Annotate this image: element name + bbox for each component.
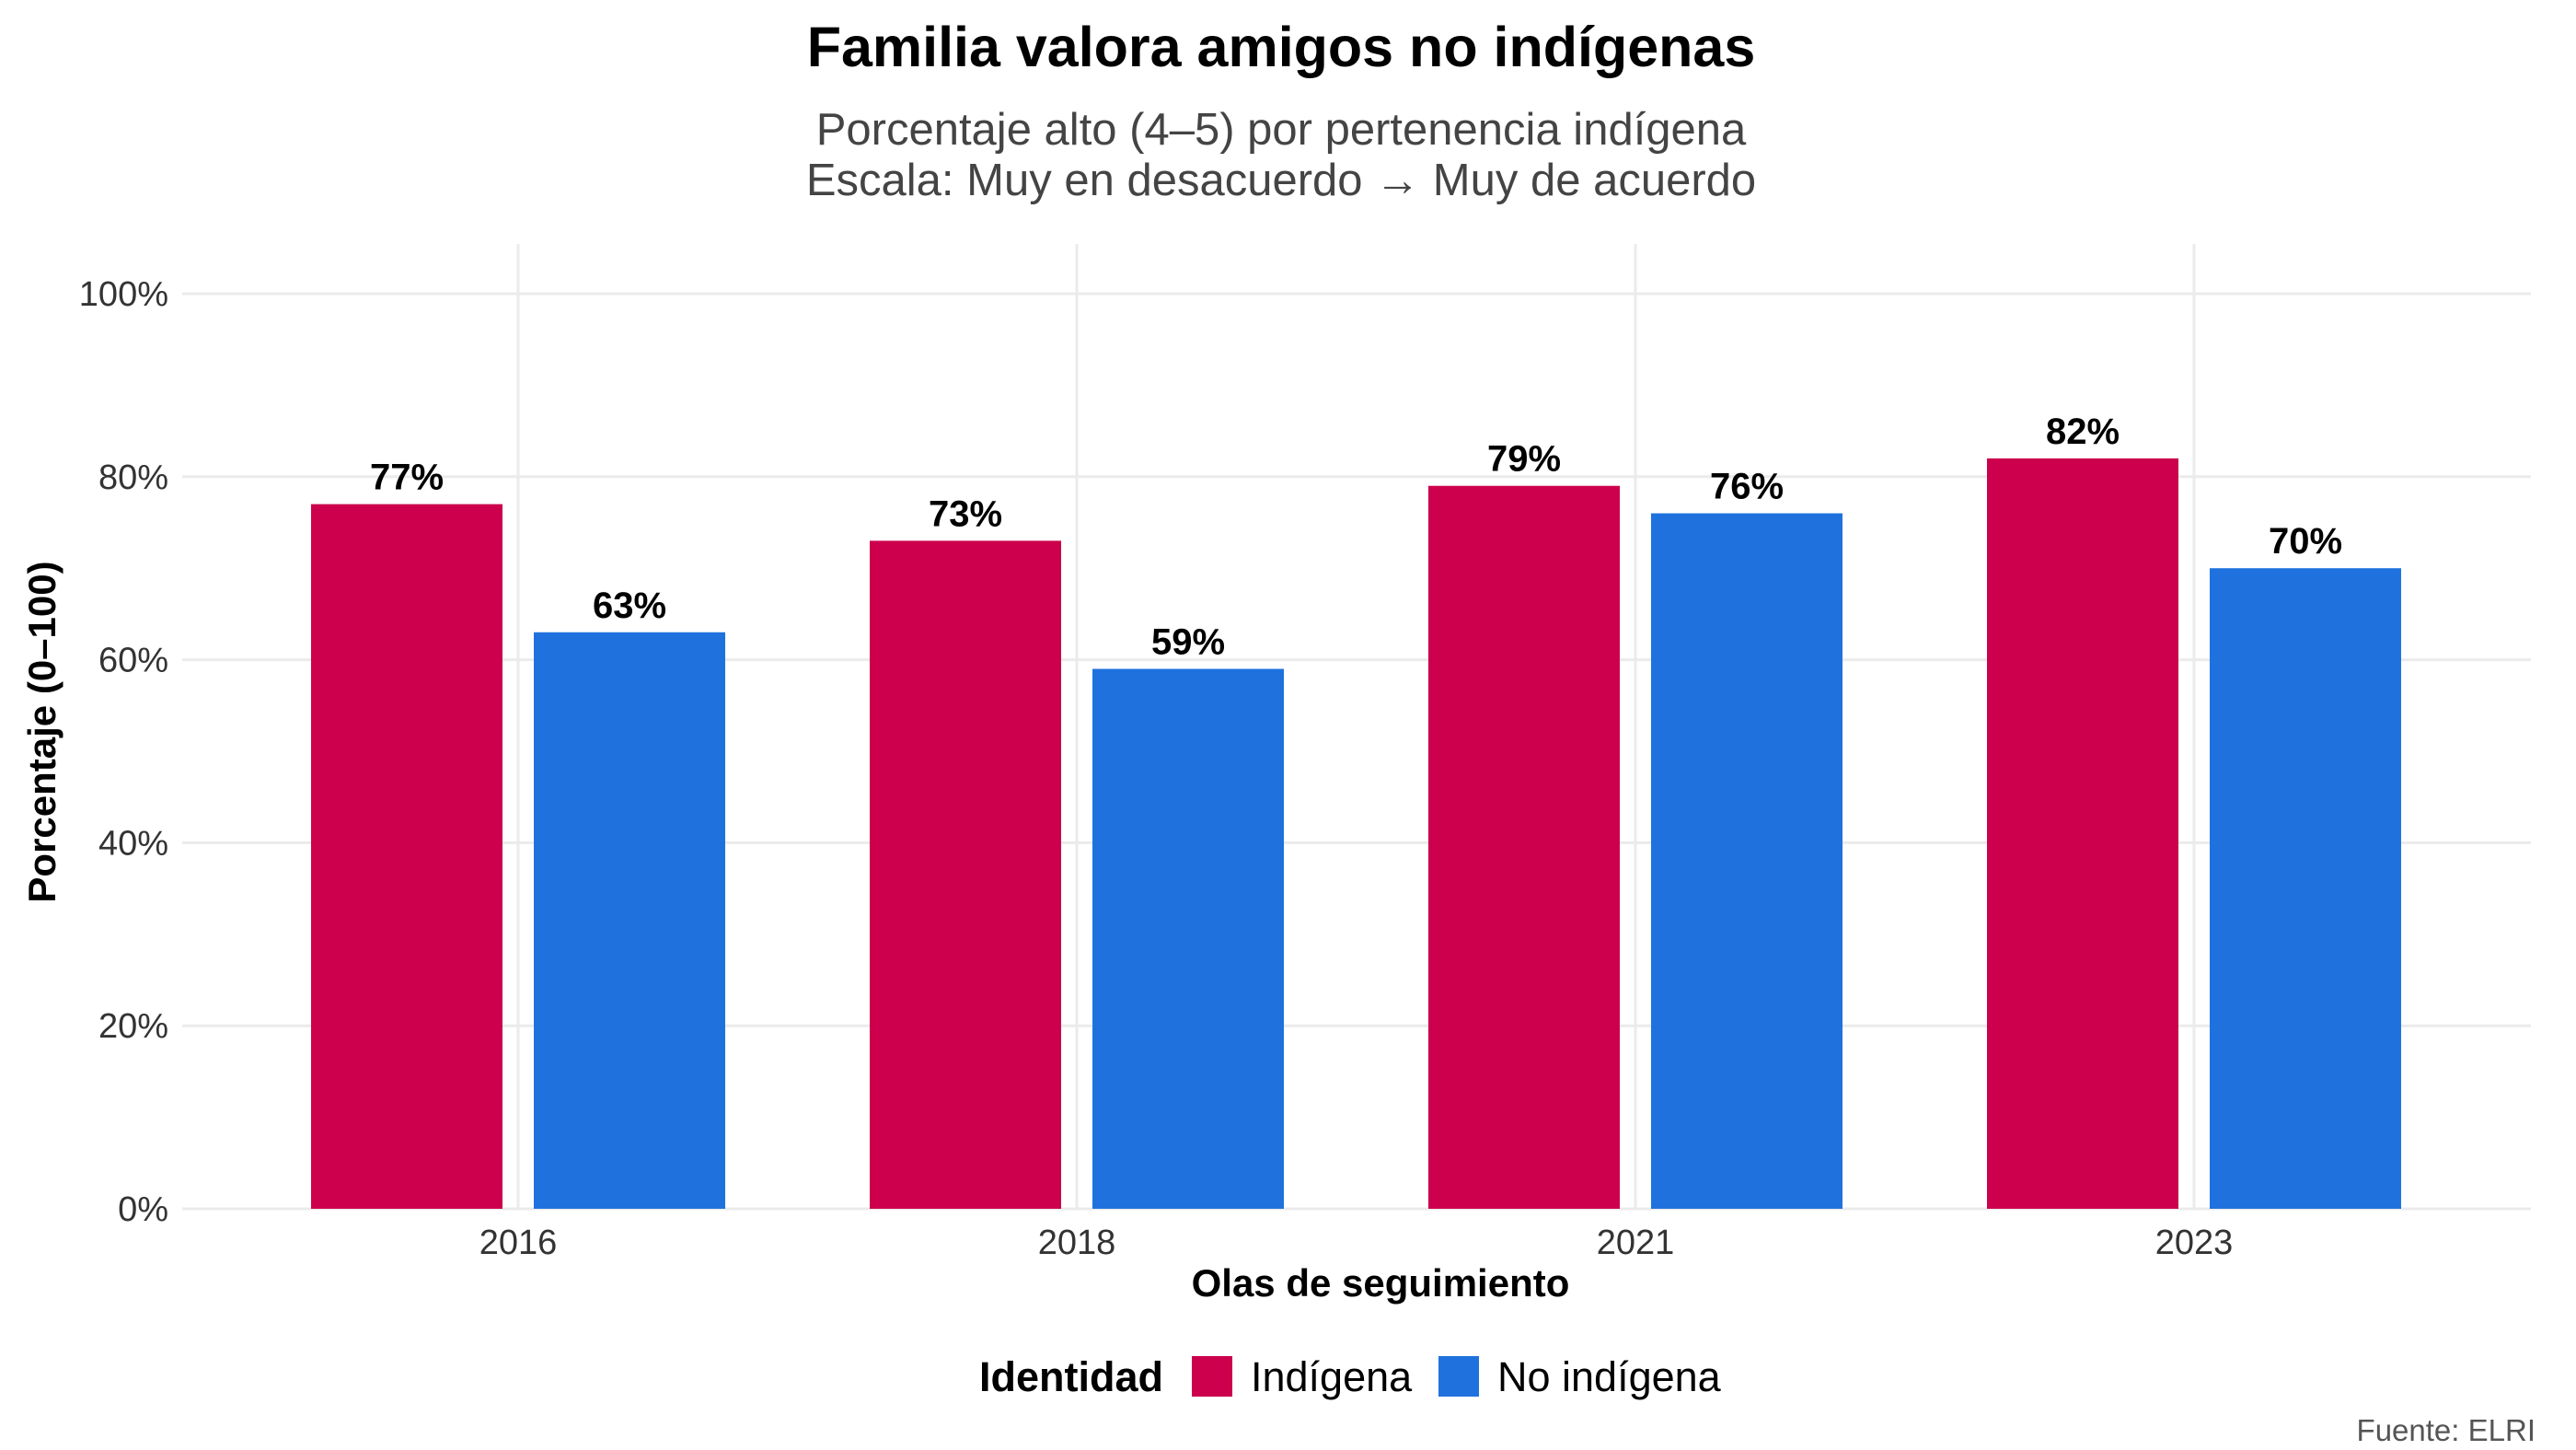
y-axis-title: Porcentaje (0–100): [20, 561, 64, 902]
bar-label-no-indigena-2023: 70%: [2269, 521, 2342, 562]
x-axis-ticks: 2016 2018 2021 2023: [479, 1224, 2234, 1262]
bar-label-indigena-2023: 82%: [2046, 412, 2120, 452]
bar-label-no-indigena-2018: 59%: [1151, 622, 1225, 663]
bar-label-indigena-2016: 77%: [370, 458, 444, 498]
bar-indigena-2021: [1428, 485, 1620, 1209]
y-tick-label: 100%: [79, 275, 168, 314]
chart-subtitle-line-2: Escala: Muy en desacuerdo → Muy de acuer…: [806, 156, 1756, 205]
x-tick-label: 2018: [1038, 1224, 1116, 1262]
y-tick-label: 20%: [98, 1007, 168, 1046]
y-tick-label: 0%: [118, 1190, 168, 1229]
bar-no-indigena-2018: [1092, 668, 1284, 1209]
x-axis-title: Olas de seguimiento: [1192, 1261, 1570, 1305]
bar-indigena-2023: [1987, 458, 2178, 1209]
bar-indigena-2016: [311, 504, 502, 1209]
y-axis-ticks: 0% 20% 40% 60% 80% 100%: [79, 275, 168, 1229]
bar-no-indigena-2023: [2210, 568, 2401, 1209]
legend-swatch-no-indigena: [1438, 1356, 1479, 1397]
chart-title: Familia valora amigos no indígenas: [807, 16, 1756, 78]
legend-label-indigena: Indígena: [1251, 1353, 1413, 1400]
legend-swatch-indigena: [1192, 1356, 1232, 1397]
x-tick-label: 2021: [1597, 1224, 1675, 1262]
legend: Identidad Indígena No indígena: [979, 1353, 1722, 1400]
bar-indigena-2018: [870, 540, 1061, 1209]
bar-labels: 77% 73% 79% 82% 63% 59% 76% 70%: [370, 412, 2342, 663]
chart-subtitle-line-1: Porcentaje alto (4–5) por pertenencia in…: [816, 105, 1747, 155]
bars: [311, 458, 2401, 1209]
bar-no-indigena-2016: [534, 632, 725, 1209]
x-tick-label: 2023: [2155, 1224, 2234, 1262]
bar-no-indigena-2021: [1651, 513, 1842, 1209]
y-tick-label: 80%: [98, 458, 168, 497]
bar-label-indigena-2018: 73%: [929, 493, 1002, 534]
legend-title: Identidad: [979, 1353, 1163, 1400]
y-tick-label: 40%: [98, 824, 168, 863]
bar-label-no-indigena-2021: 76%: [1710, 467, 1784, 507]
x-tick-label: 2016: [479, 1224, 558, 1262]
legend-label-no-indigena: No indígena: [1497, 1353, 1722, 1400]
bar-label-no-indigena-2016: 63%: [593, 586, 666, 626]
bar-label-indigena-2021: 79%: [1487, 439, 1561, 480]
caption: Fuente: ELRI: [2357, 1413, 2536, 1447]
y-tick-label: 60%: [98, 642, 168, 680]
